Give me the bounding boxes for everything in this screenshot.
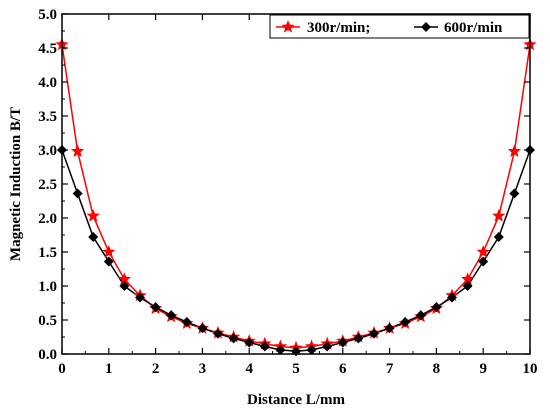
x-tick-label: 0 (58, 361, 66, 377)
data-point-diamond (353, 333, 364, 344)
data-point-diamond (415, 310, 426, 321)
data-point-diamond (509, 188, 520, 199)
series-layer (55, 37, 537, 357)
legend-box (269, 14, 530, 39)
data-point-diamond (259, 341, 270, 352)
axis-layer: 0 1 2 3 4 5 6 7 8 9 10 0.0 0.5 1.0 1.5 2.0 2.5 3.0 3.5 4.0 4… (38, 7, 537, 377)
data-point-diamond (493, 232, 504, 243)
data-point-star (86, 208, 100, 222)
data-point-diamond (244, 337, 255, 348)
x-axis-title: Distance L/mm (247, 392, 345, 408)
data-point-diamond (275, 344, 286, 355)
data-point-diamond (228, 333, 239, 344)
data-point-diamond (400, 317, 411, 328)
y-tick-label: 4.0 (38, 75, 57, 91)
y-tick-label: 3.5 (38, 109, 57, 125)
data-point-diamond (181, 317, 192, 328)
data-point-star (460, 272, 475, 285)
x-tick-label: 9 (479, 361, 487, 377)
data-point-diamond (322, 341, 333, 352)
y-tick-label: 2.5 (38, 177, 57, 193)
data-point-diamond (337, 337, 348, 348)
legend-label-600: 600r/min (444, 20, 503, 36)
y-tick-label: 2.0 (38, 211, 57, 227)
x-tick-label: 6 (339, 361, 347, 377)
plot-frame (61, 13, 531, 355)
x-tick-label: 7 (386, 361, 394, 377)
y-tick-label: 4.5 (38, 41, 57, 57)
legend-marker-star (281, 20, 295, 33)
legend-label-300: 300r/min; (307, 20, 370, 36)
data-point-diamond (135, 292, 146, 303)
x-tick-label: 1 (105, 361, 113, 377)
data-point-diamond (478, 256, 489, 267)
data-point-diamond (462, 281, 473, 291)
data-point-diamond (212, 328, 223, 339)
x-tick-label: 2 (152, 361, 160, 377)
data-point-diamond (166, 310, 177, 321)
legend-marker-diamond (421, 22, 431, 32)
data-point-diamond (431, 302, 442, 313)
data-point-diamond (119, 281, 130, 291)
data-point-star (476, 245, 490, 258)
data-point-star (102, 245, 116, 258)
data-point-diamond (306, 344, 317, 355)
data-point-diamond (103, 256, 114, 267)
y-tick-label: 5.0 (38, 7, 57, 23)
x-tick-label: 3 (199, 361, 207, 377)
data-point-star (70, 144, 85, 158)
data-point-diamond (88, 232, 99, 243)
y-tick-label: 1.0 (38, 279, 57, 295)
data-point-star (507, 144, 522, 158)
y-tick-label: 3.0 (38, 143, 57, 159)
data-point-star (492, 208, 506, 222)
x-tick-label: 8 (433, 361, 441, 377)
series-line-0 (61, 44, 531, 349)
y-tick-label: 0.0 (38, 347, 57, 363)
y-axis-title: Magnetic Induction B/T (8, 107, 24, 261)
x-tick-label: 10 (523, 361, 538, 377)
data-point-diamond (446, 292, 457, 303)
data-point-diamond (197, 323, 208, 334)
data-point-diamond (369, 328, 380, 339)
series-line-1 (61, 149, 531, 353)
y-tick-label: 0.5 (38, 313, 57, 329)
legend: 300r/min; 600r/min (269, 14, 530, 39)
data-point-star (117, 272, 132, 285)
x-tick-label: 5 (292, 361, 300, 377)
x-tick-label: 4 (245, 361, 253, 377)
y-tick-label: 1.5 (38, 245, 57, 261)
data-point-diamond (384, 323, 395, 334)
data-point-diamond (72, 188, 83, 199)
data-point-diamond (150, 302, 161, 313)
